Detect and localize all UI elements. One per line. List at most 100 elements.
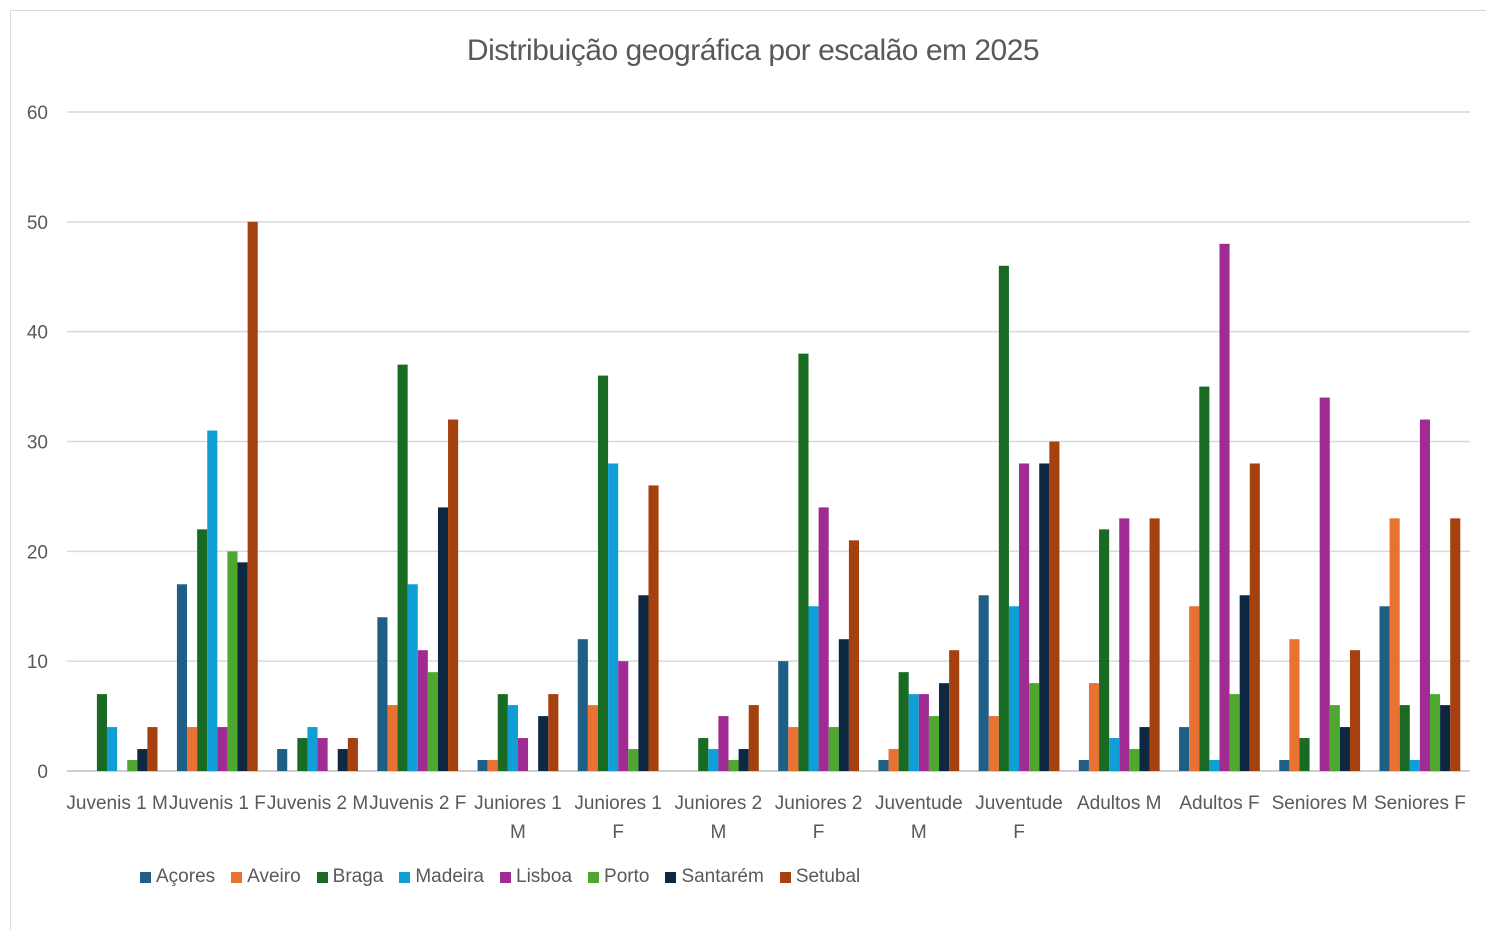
bar — [838, 639, 849, 771]
legend-label: Santarém — [681, 866, 764, 887]
bar — [878, 760, 889, 771]
bar — [608, 463, 619, 771]
bar — [1029, 683, 1040, 771]
bar — [538, 716, 549, 771]
bar — [437, 507, 449, 771]
x-tick-label: Adultos F — [1179, 793, 1259, 814]
y-tick-label: 0 — [37, 762, 48, 783]
x-tick-label: Juvenis 2 F — [369, 793, 466, 814]
x-tick-label: Juventude F — [975, 793, 1063, 843]
legend-item: Santarém — [665, 866, 764, 888]
bar — [708, 749, 719, 771]
bar — [978, 595, 989, 771]
bar — [698, 738, 709, 771]
bar — [1399, 705, 1410, 771]
bar — [1289, 639, 1300, 771]
legend-label: Braga — [332, 866, 384, 887]
bar — [337, 749, 348, 771]
bar — [427, 672, 438, 771]
legend-swatch — [665, 871, 677, 883]
bar — [1450, 518, 1461, 771]
x-tick-label: Seniores M — [1272, 793, 1368, 814]
bar — [1349, 650, 1361, 771]
bar — [397, 364, 408, 771]
bar — [448, 419, 459, 771]
legend-item: Aveiro — [231, 866, 301, 888]
legend-label: Lisboa — [516, 866, 573, 887]
legend-swatch — [399, 871, 411, 883]
bar — [1129, 749, 1140, 771]
y-tick-label: 60 — [27, 103, 48, 124]
legend-label: Açores — [156, 866, 216, 887]
bar — [1189, 606, 1200, 771]
bar — [1429, 694, 1441, 771]
bar — [1319, 397, 1330, 771]
y-tick-label: 40 — [27, 323, 48, 344]
bar — [788, 727, 799, 771]
bar — [1049, 441, 1060, 771]
bar — [939, 683, 950, 771]
bar — [217, 727, 228, 771]
bar — [1440, 705, 1451, 771]
chart-legend: Açores Aveiro Braga Madeira Lisboa Porto Santa… — [140, 866, 876, 888]
bar — [1229, 694, 1240, 771]
bar — [1008, 606, 1020, 771]
bar — [1109, 738, 1120, 771]
bar — [718, 716, 729, 771]
bar — [1329, 705, 1340, 771]
bar — [898, 672, 909, 771]
bar — [1249, 463, 1260, 771]
bar — [1279, 760, 1290, 771]
bar — [618, 661, 629, 771]
x-tick-label: Juvenis 1 F — [169, 793, 266, 814]
bar — [1139, 727, 1150, 771]
legend-item: Porto — [588, 866, 649, 888]
bar — [1099, 529, 1110, 771]
bar — [187, 727, 198, 771]
x-tick-label: Juventude M — [875, 793, 963, 843]
bar — [628, 749, 639, 771]
bar — [949, 650, 960, 771]
bar — [1389, 518, 1400, 771]
legend-item: Açores — [140, 866, 215, 888]
legend-item: Setubal — [779, 866, 860, 888]
bar — [487, 760, 498, 771]
bar — [1078, 760, 1089, 771]
bar — [507, 705, 518, 771]
legend-swatch — [588, 871, 600, 883]
bar — [1179, 727, 1190, 771]
legend-label: Porto — [604, 866, 650, 887]
chart-title: Distribuição geográfica por escalão em 2… — [466, 34, 1040, 67]
bar — [1119, 518, 1130, 771]
bar — [818, 507, 829, 771]
bar — [908, 694, 919, 771]
bar — [297, 738, 308, 771]
bar — [1409, 760, 1420, 771]
bar — [1299, 738, 1310, 771]
bar — [1239, 595, 1250, 771]
bar — [347, 738, 358, 771]
legend-item: Lisboa — [500, 866, 572, 888]
bar — [137, 749, 148, 771]
bar — [96, 694, 108, 771]
bar — [548, 694, 559, 771]
bar — [417, 650, 428, 771]
bar — [848, 540, 860, 771]
bar — [918, 694, 929, 771]
legend-item: Braga — [316, 866, 384, 888]
x-tick-label: Seniores F — [1374, 793, 1466, 814]
bar — [387, 705, 398, 771]
bar — [998, 265, 1009, 771]
legend-swatch — [500, 871, 512, 883]
bar — [277, 749, 288, 771]
bar — [176, 584, 188, 771]
legend-label: Madeira — [415, 866, 485, 887]
bar — [227, 551, 238, 771]
bar — [1149, 518, 1160, 771]
bar — [587, 705, 598, 771]
